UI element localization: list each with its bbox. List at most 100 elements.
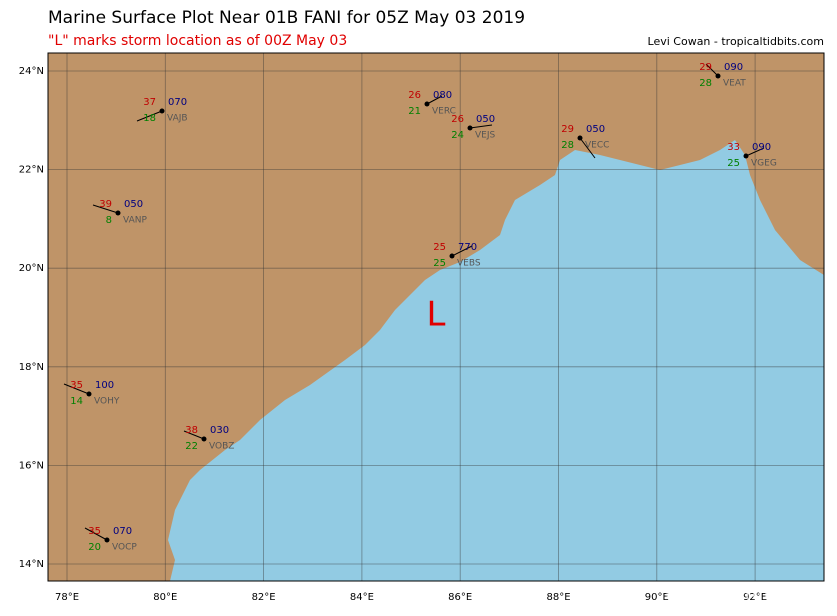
station-id: VOBZ [209, 442, 234, 452]
station-dot [86, 391, 92, 397]
station: 29 050 28 VECC [561, 124, 609, 159]
station: 26 080 21 VERC [408, 90, 456, 117]
dewpoint: 8 [106, 215, 112, 226]
wind-barb [136, 110, 163, 122]
station-dot [424, 101, 430, 107]
dewpoint: 21 [408, 106, 421, 117]
station: 38 030 22 VOBZ [183, 425, 234, 452]
station-dot [201, 436, 207, 442]
dewpoint: 28 [699, 78, 712, 89]
lat-label: 20°N [19, 263, 44, 274]
station: 35 070 20 VOCP [84, 526, 137, 553]
station-dot [743, 153, 749, 159]
station-dot [115, 210, 121, 216]
temperature: 29 [699, 62, 712, 73]
station-id: VECC [585, 141, 609, 151]
station-id: VAJB [167, 114, 188, 124]
lat-label: 18°N [19, 362, 44, 373]
station-id: VOCP [112, 543, 137, 553]
lon-label: 82°E [252, 592, 276, 603]
station-dot [104, 537, 110, 543]
dewpoint: 25 [727, 158, 740, 169]
wind-barb [579, 137, 596, 159]
pressure: 770 [458, 242, 477, 253]
map-frame [47, 52, 825, 582]
pressure: 050 [124, 199, 143, 210]
dewpoint: 14 [70, 396, 83, 407]
lon-label: 78°E [55, 592, 79, 603]
wind-barb [745, 147, 765, 157]
wind-barb [426, 95, 443, 105]
station-dot [715, 73, 721, 79]
wind-barb [63, 383, 90, 395]
lon-label: 80°E [153, 592, 177, 603]
lon-label: 84°E [350, 592, 374, 603]
dewpoint: 22 [185, 441, 198, 452]
temperature: 26 [408, 90, 421, 101]
temperature: 29 [561, 124, 574, 135]
temperature: 26 [451, 114, 464, 125]
dewpoint: 24 [451, 130, 464, 141]
lon-label: 92°E [743, 592, 767, 603]
wind-barb [84, 527, 108, 541]
pressure: 070 [113, 526, 132, 537]
wind-barb [451, 245, 473, 257]
dewpoint: 25 [433, 258, 446, 269]
lon-label: 86°E [448, 592, 472, 603]
station-id: VOHY [94, 397, 120, 407]
station: 37 070 18 VAJB [136, 97, 188, 124]
station-id: VERC [432, 107, 456, 117]
lon-label: 88°E [546, 592, 570, 603]
station-dot [467, 125, 473, 131]
lat-label: 24°N [19, 66, 44, 77]
title: Marine Surface Plot Near 01B FANI for 05… [48, 8, 525, 28]
temperature: 35 [88, 526, 101, 537]
lat-label: 22°N [19, 165, 44, 176]
lon-label: 90°E [645, 592, 669, 603]
wind-barb [469, 124, 493, 129]
graticule: 24°N 22°N 20°N 18°N 16°N 14°N 78°E 80°E 82°E 84°E… [19, 53, 824, 603]
station: 25 770 25 VEBS [433, 242, 481, 269]
dewpoint: 28 [561, 140, 574, 151]
station-dot [577, 135, 583, 141]
station: 26 050 24 VEJS [451, 114, 495, 141]
watermark: @weatherman_信欣 [665, 584, 832, 604]
station: 33 090 25 VGEG [727, 142, 777, 169]
wind-barb [92, 204, 119, 214]
dewpoint: 20 [88, 542, 101, 553]
pressure: 030 [210, 425, 229, 436]
pressure: 090 [752, 142, 771, 153]
station-id: VEAT [723, 79, 746, 89]
station-id: VANP [123, 216, 147, 226]
ocean [168, 140, 824, 581]
lat-label: 14°N [19, 559, 44, 570]
temperature: 38 [185, 425, 198, 436]
pressure: 100 [95, 380, 114, 391]
pressure: 050 [476, 114, 495, 125]
temperature: 37 [143, 97, 156, 108]
pressure: 080 [433, 90, 452, 101]
pressure: 070 [168, 97, 187, 108]
credit: Levi Cowan - tropicaltidbits.com [648, 35, 824, 48]
station: 35 100 14 VOHY [63, 380, 120, 407]
dewpoint: 18 [143, 113, 156, 124]
temperature: 33 [727, 142, 740, 153]
pressure: 050 [586, 124, 605, 135]
wind-barb [183, 430, 205, 440]
station-dot [159, 108, 165, 114]
temperature: 35 [70, 380, 83, 391]
station-dot [449, 253, 455, 259]
temperature: 25 [433, 242, 446, 253]
station-id: VEJS [475, 131, 495, 141]
station-id: VGEG [751, 159, 777, 169]
station-id: VEBS [457, 259, 481, 269]
wind-barb [705, 63, 719, 77]
temperature: 39 [99, 199, 112, 210]
storm-marker: L [427, 295, 446, 335]
subtitle: "L" marks storm location as of 00Z May 0… [48, 33, 347, 49]
lat-label: 16°N [19, 460, 44, 471]
pressure: 090 [724, 62, 743, 73]
